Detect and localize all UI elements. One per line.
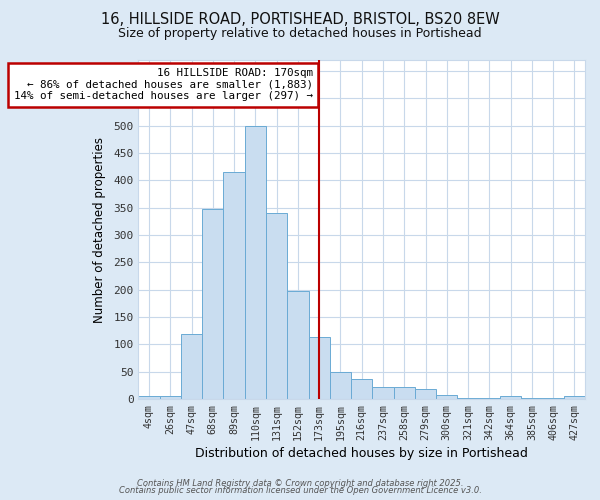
Bar: [160, 396, 181, 399]
Bar: [436, 395, 457, 399]
Bar: [202, 209, 223, 399]
Text: Contains HM Land Registry data © Crown copyright and database right 2025.: Contains HM Land Registry data © Crown c…: [137, 478, 463, 488]
Bar: [287, 292, 308, 399]
Text: Contains public sector information licensed under the Open Government Licence v3: Contains public sector information licen…: [119, 486, 481, 495]
Bar: [500, 396, 521, 399]
Text: 16, HILLSIDE ROAD, PORTISHEAD, BRISTOL, BS20 8EW: 16, HILLSIDE ROAD, PORTISHEAD, BRISTOL, …: [101, 12, 499, 28]
Y-axis label: Number of detached properties: Number of detached properties: [94, 136, 106, 322]
Bar: [479, 398, 500, 399]
Bar: [223, 172, 245, 399]
Bar: [308, 338, 330, 399]
Bar: [564, 396, 585, 399]
Bar: [415, 390, 436, 399]
Bar: [181, 334, 202, 399]
Bar: [521, 398, 542, 399]
Bar: [245, 126, 266, 399]
Bar: [542, 398, 564, 399]
Bar: [351, 379, 373, 399]
Bar: [457, 398, 479, 399]
Bar: [394, 387, 415, 399]
X-axis label: Distribution of detached houses by size in Portishead: Distribution of detached houses by size …: [195, 447, 528, 460]
Bar: [373, 386, 394, 399]
Text: Size of property relative to detached houses in Portishead: Size of property relative to detached ho…: [118, 28, 482, 40]
Bar: [266, 213, 287, 399]
Bar: [139, 396, 160, 399]
Text: 16 HILLSIDE ROAD: 170sqm
← 86% of detached houses are smaller (1,883)
14% of sem: 16 HILLSIDE ROAD: 170sqm ← 86% of detach…: [14, 68, 313, 102]
Bar: [330, 372, 351, 399]
